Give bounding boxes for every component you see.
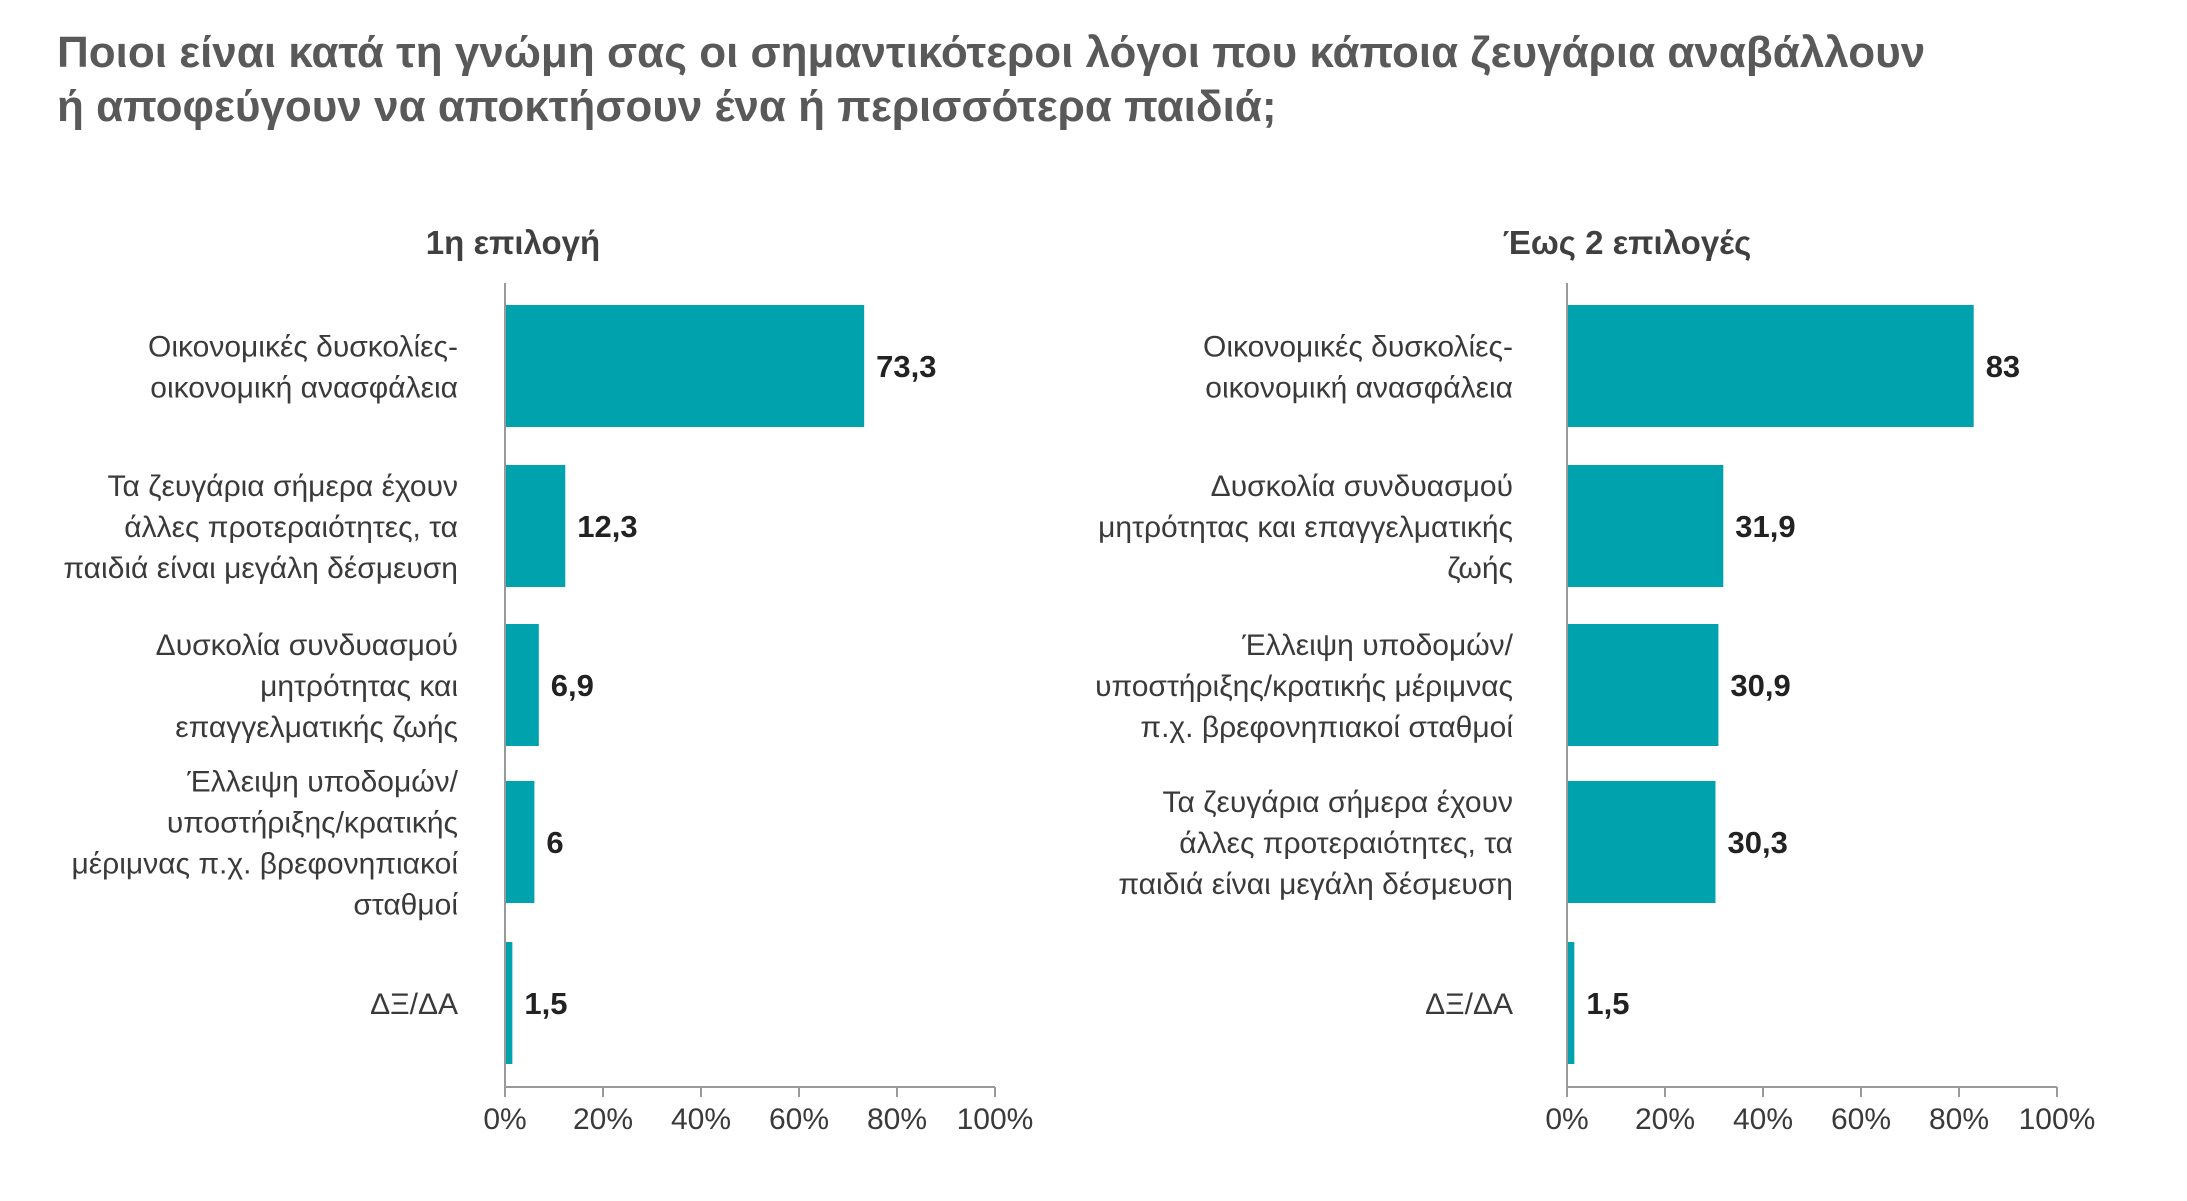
value-label: 31,9 (1735, 509, 1795, 544)
page-title-line-2: ή αποφεύγουν να αποκτήσουν ένα ή περισσό… (57, 82, 1277, 131)
x-tick-label: 40% (1733, 1103, 1793, 1136)
category-label: ΔΞ/ΔΑ (370, 988, 458, 1021)
bar (505, 465, 566, 587)
category-label: Δυσκολία συνδυασμού μητρότητας και επαγγε… (1098, 470, 1513, 585)
category-label-line: Έλλειψη υποδομών/ (1241, 629, 1513, 662)
page-title: Ποιοι είναι κατά τη γνώμη σας οι σημαντι… (57, 26, 2107, 134)
category-label-line: υποστήριξης/κρατικής μέριμνας (1095, 670, 1513, 703)
category-label-line: ΔΞ/ΔΑ (1425, 988, 1513, 1021)
bar (505, 305, 865, 427)
category-label: Οικονομικές δυσκολίες-οικονομική ανασφάλ… (148, 331, 458, 405)
bar (1567, 624, 1719, 746)
category-label-line: υποστήριξης/κρατικής (167, 807, 458, 840)
x-tick-label: 60% (1831, 1103, 1891, 1136)
value-label: 83 (1986, 349, 2020, 384)
category-label-line: Δυσκολία συνδυασμού (1211, 470, 1513, 503)
category-label-line: άλλες προτεραιότητες, τα (1179, 827, 1513, 860)
value-label: 6 (546, 825, 563, 860)
x-tick-label: 20% (573, 1103, 633, 1136)
category-label-line: οικονομική ανασφάλεια (150, 372, 458, 405)
category-label-line: επαγγελματικής ζωής (175, 711, 458, 744)
bar (505, 781, 535, 903)
category-label-line: παιδιά είναι μεγάλη δέσμευση (1118, 868, 1513, 901)
bar (1567, 465, 1724, 587)
value-label: 6,9 (551, 668, 594, 703)
x-tick-label: 20% (1635, 1103, 1695, 1136)
bar (1567, 781, 1716, 903)
category-label-line: Έλλειψη υποδομών/ (186, 766, 458, 799)
value-label: 73,3 (876, 349, 936, 384)
x-tick-label: 60% (769, 1103, 829, 1136)
value-label: 1,5 (1586, 986, 1629, 1021)
category-label: Έλλειψη υποδομών/υποστήριξης/κρατικής μέρ… (72, 766, 459, 922)
category-label-line: Τα ζευγάρια σήμερα έχουν (1163, 786, 1513, 819)
x-tick-label: 0% (483, 1103, 526, 1136)
category-label-line: μητρότητας και (260, 670, 458, 703)
value-label: 30,3 (1727, 825, 1787, 860)
category-label: Δυσκολία συνδυασμού μητρότητας και επαγγελ… (156, 629, 458, 744)
bar (505, 942, 513, 1064)
bar (1567, 305, 1974, 427)
x-tick-label: 100% (2019, 1103, 2096, 1136)
category-label-line: σταθμοί (353, 889, 458, 922)
value-label: 30,9 (1730, 668, 1790, 703)
category-label: ΔΞ/ΔΑ (1425, 988, 1513, 1021)
chart-2: Έως 2 επιλογές 83 Οικονομικές δυσκολίες-οι… (1095, 224, 2095, 1136)
bar (1567, 942, 1575, 1064)
x-tick-label: 0% (1545, 1103, 1588, 1136)
category-label-line: μητρότητας και επαγγελματικής (1098, 511, 1513, 544)
value-label: 12,3 (577, 509, 637, 544)
bar (505, 624, 539, 746)
chart-2-title: Έως 2 επιλογές (1503, 224, 1751, 261)
category-label: Τα ζευγάρια σήμερα έχουν άλλες προτεραιότ… (63, 470, 458, 585)
category-label-line: ΔΞ/ΔΑ (370, 988, 458, 1021)
x-tick-label: 80% (1929, 1103, 1989, 1136)
category-label: Τα ζευγάρια σήμερα έχουν άλλες προτεραιότ… (1118, 786, 1513, 901)
chart-1: 1η επιλογή 73,3 Οικονομικές δυσκολίες-οικο… (63, 224, 1033, 1136)
x-tick-label: 80% (867, 1103, 927, 1136)
page-title-line-1: Ποιοι είναι κατά τη γνώμη σας οι σημαντι… (57, 28, 1926, 77)
category-label-line: Οικονομικές δυσκολίες- (148, 331, 458, 364)
category-label-line: Δυσκολία συνδυασμού (156, 629, 458, 662)
category-label-line: μέριμνας π.χ. βρεφονηπιακοί (72, 848, 459, 881)
category-label-line: Οικονομικές δυσκολίες- (1203, 331, 1513, 364)
category-label-line: Τα ζευγάρια σήμερα έχουν (108, 470, 458, 503)
value-label: 1,5 (524, 986, 567, 1021)
category-label-line: άλλες προτεραιότητες, τα (124, 511, 458, 544)
category-label-line: οικονομική ανασφάλεια (1205, 372, 1513, 405)
chart-1-title: 1η επιλογή (426, 224, 600, 261)
x-tick-label: 40% (671, 1103, 731, 1136)
category-label: Έλλειψη υποδομών/υποστήριξης/κρατικής μέ… (1095, 629, 1514, 744)
category-label: Οικονομικές δυσκολίες-οικονομική ανασφάλ… (1203, 331, 1513, 405)
x-tick-label: 100% (957, 1103, 1034, 1136)
category-label-line: ζωής (1447, 552, 1513, 585)
category-label-line: παιδιά είναι μεγάλη δέσμευση (63, 552, 458, 585)
category-label-line: π.χ. βρεφονηπιακοί σταθμοί (1140, 711, 1513, 744)
